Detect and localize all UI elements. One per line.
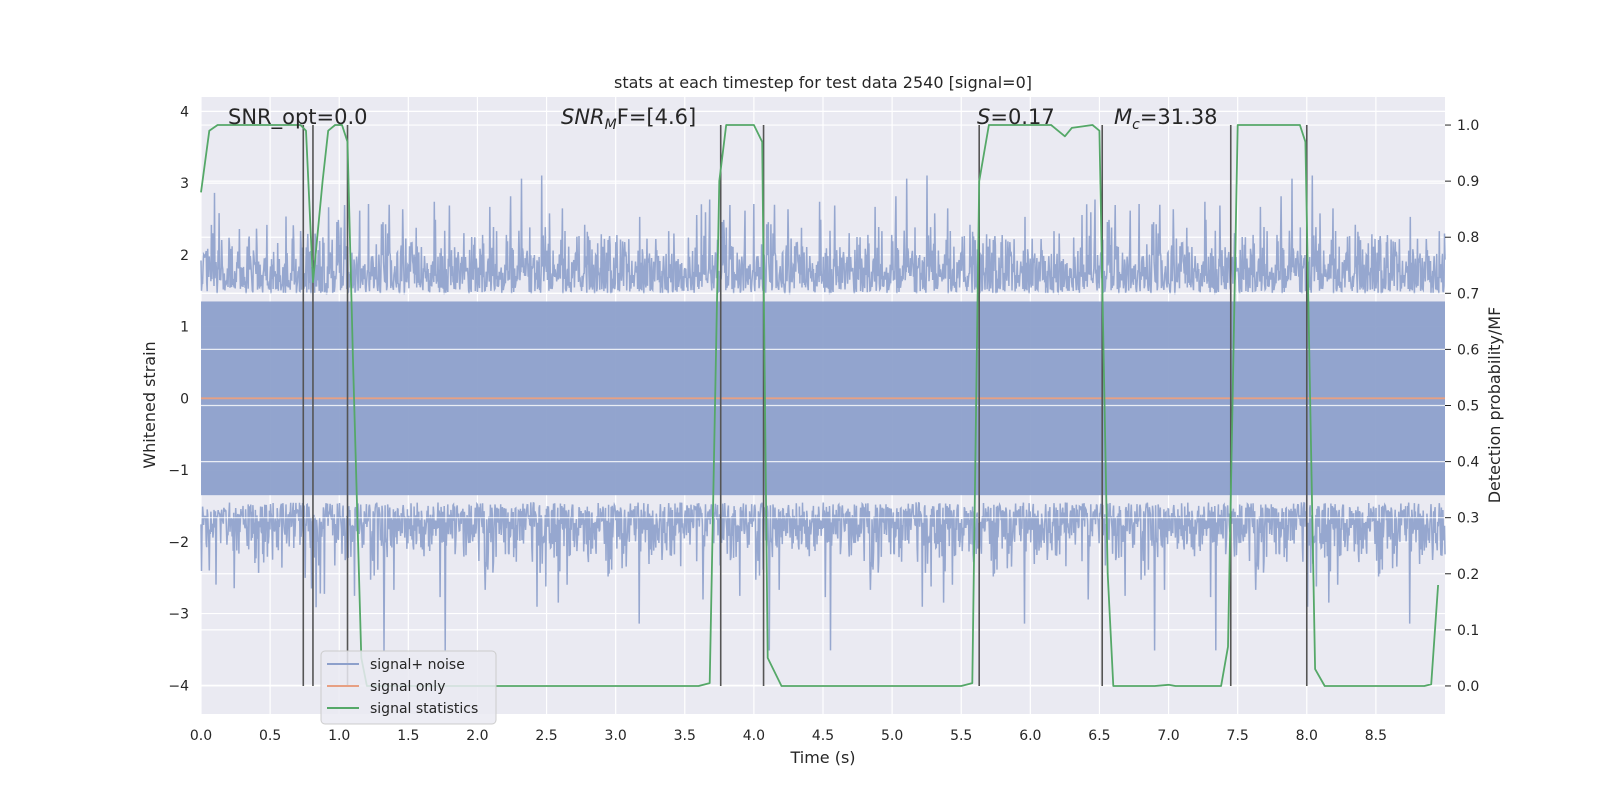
- legend: signal+ noise signal only signal statist…: [320, 650, 497, 725]
- y-tick-label: 3: [180, 176, 189, 192]
- x-tick-label: 7.5: [1227, 728, 1249, 744]
- s-value: =0.17: [990, 105, 1054, 129]
- x-tick-label: 6.0: [1019, 728, 1041, 744]
- y-tick-label: 4: [180, 104, 189, 120]
- y2-tick-label: 0.6: [1457, 342, 1479, 358]
- mc-value: =31.38: [1140, 105, 1218, 129]
- y-axis-label: Whitened strain: [140, 341, 159, 468]
- mc-annotation: Mc=31.38: [1114, 105, 1218, 133]
- y2-tick-label: 0.1: [1457, 623, 1479, 639]
- x-tick-label: 5.0: [881, 728, 903, 744]
- x-tick-label: 3.0: [605, 728, 627, 744]
- x-tick-labels: 0.0 0.5 1.0 1.5 2.0 2.5 3.0 3.5 4.0 4.5 5.0 5.5 6.0 6…: [190, 728, 1387, 744]
- snr-mf-value: F=[4.6]: [617, 105, 696, 129]
- y-tick-label: 2: [180, 248, 189, 264]
- y2-axis-label: Detection probability/MF: [1485, 307, 1504, 504]
- legend-label-signal-noise: signal+ noise: [370, 657, 465, 673]
- x-tick-label: 8.5: [1365, 728, 1387, 744]
- mc-sub: c: [1132, 117, 1140, 133]
- snr-mf-annotation: SNRMF=[4.6]: [561, 105, 696, 133]
- signal-statistics-line: [200, 124, 1439, 687]
- y2-tick-label: 0.8: [1457, 230, 1479, 246]
- x-axis-label: Time (s): [789, 748, 855, 767]
- x-tick-label: 0.5: [259, 728, 281, 744]
- signal-noise-trace: [200, 175, 1446, 651]
- y-tick-label: 0: [180, 391, 189, 407]
- x-tick-label: 5.5: [950, 728, 972, 744]
- y2-tick-label: 0.4: [1457, 455, 1479, 471]
- y2-tick-label: 0.0: [1457, 679, 1479, 695]
- y-tick-label: −2: [168, 535, 189, 551]
- y-tick-labels: 4 3 2 1 0 −1 −2 −3 −4: [168, 104, 189, 694]
- y-tick-label: 1: [180, 320, 189, 336]
- x-tick-label: 2.5: [535, 728, 557, 744]
- snr-mf-sub: M: [605, 117, 617, 133]
- snr-mf-label: SNR: [561, 105, 605, 129]
- y2-tick-label: 1.0: [1457, 118, 1479, 134]
- y-tick-label: −3: [168, 607, 189, 623]
- y-tick-label: −4: [168, 678, 189, 694]
- x-tick-label: 4.0: [743, 728, 765, 744]
- legend-label-signal-only: signal only: [370, 679, 445, 695]
- y2-tick-label: 0.3: [1457, 511, 1479, 527]
- x-tick-label: 7.0: [1157, 728, 1179, 744]
- snr-opt-annotation: SNR_opt=0.0: [228, 105, 368, 130]
- y2-tick-label: 0.5: [1457, 399, 1479, 415]
- legend-label-signal-statistics: signal statistics: [370, 701, 478, 717]
- y2-tick-labels: 1.0 0.9 0.8 0.7 0.6 0.5 0.4 0.3 0.2 0.1 0.0: [1445, 118, 1479, 695]
- chart-title: stats at each timestep for test data 254…: [614, 73, 1032, 92]
- x-tick-label: 1.5: [397, 728, 419, 744]
- x-tick-label: 2.0: [466, 728, 488, 744]
- s-annotation: S=0.17: [977, 105, 1055, 129]
- x-tick-label: 6.5: [1088, 728, 1110, 744]
- x-tick-label: 0.0: [190, 728, 212, 744]
- y-tick-label: −1: [168, 463, 189, 479]
- y2-tick-label: 0.7: [1457, 286, 1479, 302]
- x-tick-label: 3.5: [674, 728, 696, 744]
- x-tick-label: 4.5: [812, 728, 834, 744]
- y2-tick-label: 0.2: [1457, 567, 1479, 583]
- s-label: S: [977, 105, 990, 129]
- x-tick-label: 8.0: [1296, 728, 1318, 744]
- legend-box: [320, 650, 497, 725]
- signal-statistics-series: [200, 124, 1439, 687]
- mc-label: M: [1114, 105, 1132, 129]
- x-tick-label: 1.0: [328, 728, 350, 744]
- y2-tick-label: 0.9: [1457, 174, 1479, 190]
